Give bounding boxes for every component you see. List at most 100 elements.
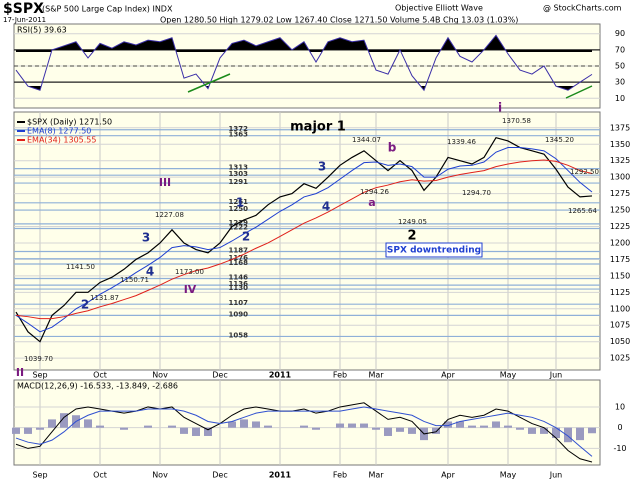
histogram-bar: [96, 425, 104, 428]
x-tick-label: Sep: [32, 371, 47, 380]
x-tick-label: Feb: [333, 471, 347, 480]
histogram-bar: [264, 425, 272, 428]
wave-label: a: [368, 196, 375, 209]
y-tick-label: 1300: [610, 173, 630, 182]
y-tick-label: 50: [615, 62, 625, 71]
y-tick-label: 0: [617, 423, 622, 432]
histogram-bar: [228, 421, 236, 428]
wave-label: 2: [81, 298, 89, 312]
wave-label: 2: [407, 229, 416, 244]
histogram-bar: [528, 427, 536, 434]
histogram-bar: [516, 427, 524, 430]
x-tick-label: Jun: [549, 371, 563, 380]
rsi-trendline: [187, 73, 231, 93]
price-label: 1294.70: [462, 189, 491, 197]
price-label: 1039.70: [24, 355, 53, 363]
legend-label: EMA(8) 1277.50: [27, 127, 91, 136]
y-tick-label: 1025: [610, 354, 630, 363]
histogram-bar: [120, 427, 128, 430]
wave-label: i: [498, 101, 502, 115]
series-line: [15, 406, 593, 457]
y-tick-label: 90: [615, 29, 625, 38]
level-label: 1107: [229, 299, 249, 307]
histogram-bar: [36, 427, 44, 430]
wave-label: b: [388, 141, 397, 155]
wave-label: II: [16, 366, 24, 379]
x-tick-label: Oct: [93, 471, 107, 480]
histogram-bar: [180, 427, 188, 434]
x-tick-label: May: [500, 471, 517, 480]
wave-label: IV: [184, 283, 197, 296]
annotation: SPX downtrending: [387, 246, 481, 256]
histogram-bar: [492, 421, 500, 428]
panel-title: MACD(12,26,9) -16.533, -13.849, -2.686: [17, 382, 178, 391]
y-tick-label: 1325: [610, 156, 630, 165]
level-label: 1090: [229, 310, 249, 318]
price-label: 1131.87: [90, 294, 119, 302]
y-tick-label: 1150: [610, 271, 630, 280]
quote: Open 1280.50 High 1279.02 Low 1267.40 Cl…: [160, 16, 518, 25]
level-label: 1291: [229, 178, 249, 186]
y-tick-label: 1375: [610, 123, 630, 132]
y-tick-label: 1125: [610, 288, 630, 297]
x-tick-label: 2011: [269, 371, 292, 380]
annotation-box: [385, 242, 483, 258]
level-label: 1261: [229, 198, 249, 206]
y-tick-label: 1175: [610, 255, 630, 264]
wave-label: III: [159, 176, 171, 189]
legend-label: EMA(34) 1305.55: [27, 136, 96, 145]
histogram-bar: [144, 425, 152, 428]
histogram-bar: [384, 427, 392, 436]
y-tick-label: 1075: [610, 321, 630, 330]
x-tick-label: 2011: [269, 471, 292, 480]
level-label: 1136: [229, 280, 249, 288]
histogram-bar: [48, 419, 56, 428]
level-label: 1313: [229, 164, 249, 172]
histogram-bar: [408, 427, 416, 434]
histogram-bar: [168, 425, 176, 428]
x-tick-label: May: [500, 371, 517, 380]
series-line: [15, 34, 593, 92]
histogram-bar: [396, 427, 404, 432]
x-tick-label: Apr: [441, 471, 456, 480]
x-tick-label: Dec: [212, 371, 227, 380]
level-label: 1176: [229, 254, 249, 262]
y-tick-label: 70: [615, 45, 625, 54]
y-tick-label: 30: [615, 78, 625, 87]
price-label: 1173.00: [175, 268, 204, 276]
y-tick-label: 1050: [610, 337, 630, 346]
x-tick-label: Apr: [441, 371, 456, 380]
histogram-bar: [60, 413, 68, 428]
price-label: 1294.26: [360, 188, 389, 196]
price-label: 1339.46: [447, 138, 476, 146]
price-label: 1227.08: [155, 211, 184, 219]
x-tick-label: Mar: [368, 471, 384, 480]
price-label: 1344.07: [352, 136, 381, 144]
y-tick-label: -10: [613, 444, 626, 453]
level-label: 1168: [229, 259, 249, 267]
panel-title: RSI(5) 39.63: [17, 26, 67, 35]
wave-label: major 1: [290, 120, 346, 135]
date: 17-Jun-2011: [3, 16, 46, 24]
x-tick-label: Feb: [333, 371, 347, 380]
level-label: 1130: [229, 284, 249, 292]
overbought-fill: [16, 35, 592, 52]
x-tick-label: Nov: [152, 371, 168, 380]
histogram-bar: [312, 427, 320, 430]
histogram-bar: [204, 427, 212, 436]
histogram-bar: [564, 427, 572, 443]
x-tick-label: Mar: [368, 371, 384, 380]
series-line: [15, 147, 593, 333]
price-label: 1265.64: [568, 207, 597, 215]
wave-label: 3: [318, 160, 326, 174]
histogram-bar: [552, 427, 560, 439]
price-label: 1345.20: [545, 136, 574, 144]
histogram-bar: [540, 427, 548, 434]
wave-label: 2: [242, 230, 250, 244]
price-label: 1141.50: [66, 263, 95, 271]
histogram-bar: [240, 419, 248, 428]
histogram-bar: [12, 427, 20, 434]
source: Objective Elliott Wave: [395, 4, 483, 13]
level-label: 1363: [229, 131, 249, 139]
